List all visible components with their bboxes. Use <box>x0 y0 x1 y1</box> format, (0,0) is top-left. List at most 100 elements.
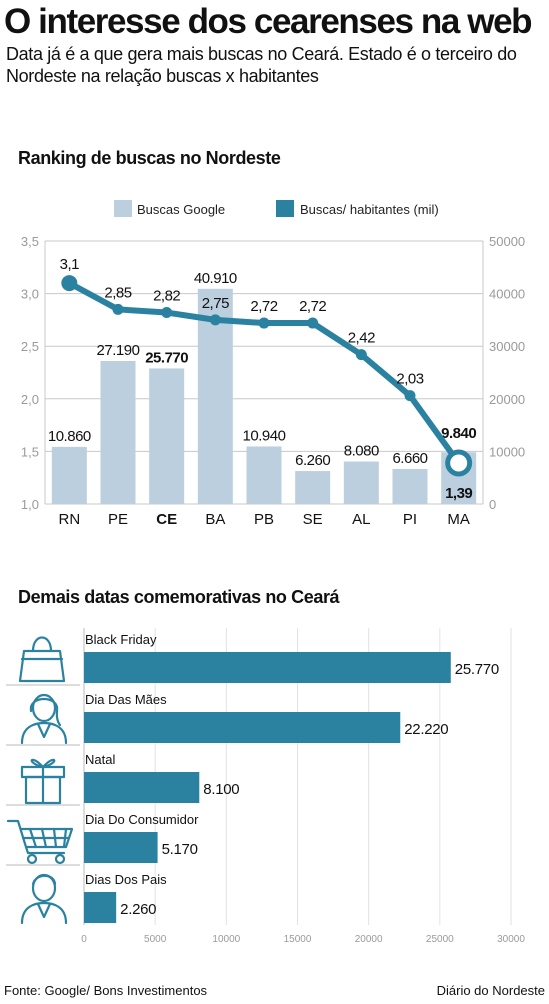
gift-box <box>24 775 62 805</box>
bar-ce <box>149 368 185 504</box>
bar-value-label: 6.660 <box>392 450 427 467</box>
line-point-pb <box>258 317 270 329</box>
y-left-tick-label: 2,5 <box>21 339 39 354</box>
cart-frame <box>6 819 74 849</box>
line-value-label: 2,03 <box>396 371 423 388</box>
legend-swatch-line <box>276 200 294 217</box>
x-category-label: MA <box>447 511 470 528</box>
y-left-tick-label: 2,0 <box>21 392 39 407</box>
x-category-label: BA <box>205 511 225 528</box>
y-left-tick-label: 1,0 <box>21 497 39 512</box>
line-point-se <box>307 317 319 329</box>
bar-value-label: 8.080 <box>344 442 379 459</box>
gift-icon <box>20 758 66 805</box>
line-point-al <box>355 349 367 361</box>
person-hair <box>31 874 57 886</box>
bar-value-label: 10.940 <box>243 427 286 444</box>
source-note: Fonte: Google/ Bons Investimentos <box>4 983 208 998</box>
ranking-chart-title: Ranking de buscas no Nordeste <box>18 148 281 168</box>
person-shoulders <box>20 901 68 925</box>
x-tick-label: 20000 <box>355 934 383 945</box>
x-category-label: PE <box>108 511 128 528</box>
line-point-ce <box>161 307 173 319</box>
bar-value-label: 40.910 <box>194 270 237 287</box>
category-label: Dias Dos Pais <box>85 872 167 887</box>
x-tick-label: 30000 <box>497 934 525 945</box>
person-shoulders <box>20 721 68 745</box>
person-collar <box>36 722 52 739</box>
x-category-label: RN <box>58 511 80 528</box>
line-point-ma <box>445 449 473 477</box>
x-tick-label: 0 <box>81 934 87 945</box>
y-right-tick-label: 50000 <box>489 234 525 249</box>
line-point-pi <box>404 390 416 402</box>
hbar <box>84 832 158 863</box>
hbar <box>84 652 451 683</box>
line-point-pe <box>112 303 124 315</box>
x-category-label: PI <box>403 511 417 528</box>
cart-base <box>24 845 66 855</box>
x-tick-label: 15000 <box>284 934 312 945</box>
bag-handle <box>31 636 53 653</box>
brand-note: Diário do Nordeste <box>436 983 545 998</box>
bar-value-label: 25.770 <box>145 349 188 366</box>
line-value-label: 2,85 <box>104 284 131 301</box>
hbar-value-label: 25.770 <box>455 661 499 678</box>
cart-wheel <box>54 853 66 865</box>
bar-se <box>295 471 331 504</box>
bag-body <box>18 649 66 683</box>
x-tick-label: 5000 <box>144 934 167 945</box>
person-head <box>31 693 57 723</box>
bar-value-label: 10.860 <box>48 428 91 445</box>
page-subtitle: Data já é a que gera mais buscas no Cear… <box>6 44 517 86</box>
hbar-value-label: 8.100 <box>203 781 239 798</box>
y-right-tick-label: 20000 <box>489 392 525 407</box>
bar-al <box>343 461 379 504</box>
y-right-tick-label: 30000 <box>489 339 525 354</box>
father-icon <box>20 873 68 925</box>
y-right-tick-label: 40000 <box>489 287 525 302</box>
bar-value-label: 27.190 <box>97 342 140 359</box>
y-left-tick-label: 1,5 <box>21 444 39 459</box>
y-left-tick-label: 3,0 <box>21 287 39 302</box>
line-value-label: 2,82 <box>153 288 180 305</box>
x-category-label: PB <box>254 511 274 528</box>
line-value-label: 1,39 <box>445 485 472 502</box>
hbar-value-label: 5.170 <box>162 841 198 858</box>
bar-value-label: 6.260 <box>295 452 330 469</box>
shopping-bag-icon <box>18 636 66 683</box>
hbar-value-label: 22.220 <box>404 721 448 738</box>
legend-label-bar: Buscas Google <box>137 202 225 217</box>
category-label: Black Friday <box>85 632 157 647</box>
cart-wheel <box>26 853 38 865</box>
person-collar <box>36 902 52 919</box>
hbar <box>84 772 200 803</box>
x-tick-label: 10000 <box>212 934 240 945</box>
category-label: Dia Do Consumidor <box>85 812 199 827</box>
legend-label-line: Buscas/ habitantes (mil) <box>300 202 439 217</box>
line-point-ba <box>209 314 221 326</box>
bar-pi <box>392 468 428 504</box>
y-right-tick-label: 10000 <box>489 444 525 459</box>
gift-lid <box>20 765 66 779</box>
line-point-rn <box>61 275 78 292</box>
page-title: O interesse dos cearenses na web <box>4 2 533 41</box>
line-value-label: 2,72 <box>299 298 326 315</box>
bar-pe <box>100 360 136 504</box>
dates-chart-title: Demais datas comemorativas no Ceará <box>18 587 340 607</box>
line-value-label: 3,1 <box>60 256 80 273</box>
line-value-label: 2,75 <box>202 295 229 312</box>
line-value-label: 2,42 <box>348 330 375 347</box>
hbar <box>84 712 401 743</box>
y-left-tick-label: 3,5 <box>21 234 39 249</box>
bar-rn <box>51 446 87 504</box>
hbar-value-label: 2.260 <box>120 901 156 918</box>
x-category-label: CE <box>156 511 177 528</box>
cart-grid <box>21 827 71 849</box>
bar-pb <box>246 446 282 504</box>
y-right-tick-label: 0 <box>489 497 496 512</box>
mother-icon <box>20 693 68 745</box>
hbar <box>84 892 117 923</box>
x-category-label: AL <box>352 511 370 528</box>
